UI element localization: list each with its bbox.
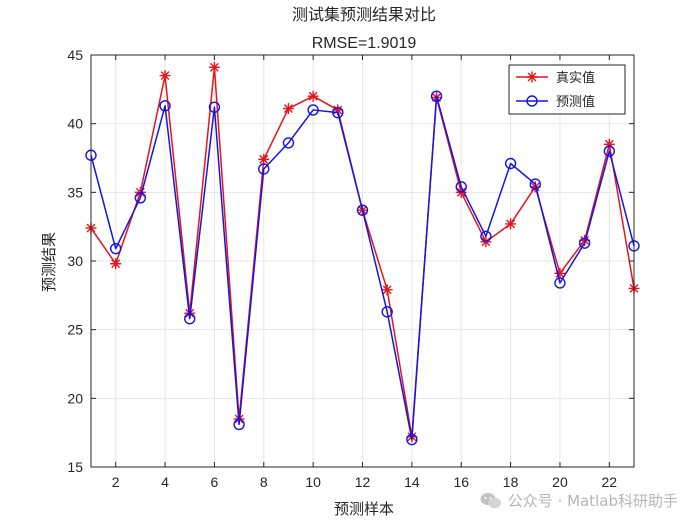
data-point [356,204,369,216]
series-line [90,95,635,441]
watermark: 公众号 · Matlab科研助手 [480,490,678,511]
series-layer [85,61,640,446]
data-point [282,137,295,149]
data-point [505,218,517,230]
data-point [332,106,344,119]
x-tick-label: 6 [211,474,219,490]
legend-label-true: 真实值 [556,70,595,86]
data-point [529,178,541,190]
data-point [109,242,122,255]
legend-asterisk [526,71,538,83]
legend: 真实值 预测值 [508,64,626,115]
data-point [332,104,344,116]
y-tick-label: 40 [67,116,83,132]
chart-title: 测试集预测结果对比 [292,5,436,24]
y-axis-label: 预测结果 [40,232,58,292]
data-point [159,100,171,112]
data-point [603,138,615,150]
legend-marker-pred [526,95,538,107]
x-tick-label: 2 [112,474,120,490]
data-point [233,418,245,431]
y-tick-label: 35 [67,184,83,200]
data-point [578,237,591,249]
x-tick-label: 12 [355,474,371,490]
x-axis-label: 预测样本 [334,500,394,518]
series-pred [85,90,640,446]
data-point [381,284,393,296]
legend-marker-true [526,71,538,83]
legend-label-pred: 预测值 [556,94,595,110]
data-point [208,101,221,113]
data-point [603,145,616,157]
data-point [110,258,122,270]
x-tick-label: 4 [161,474,169,490]
data-point [208,61,220,73]
data-point [554,267,566,279]
data-point [307,90,319,102]
x-tick-label: 10 [305,474,321,490]
data-point [406,433,418,446]
x-tick-label: 18 [503,474,519,490]
data-point [184,312,196,325]
data-point [134,192,147,204]
x-tick-label: 14 [404,474,420,490]
data-point [504,157,517,170]
axes: 2 4 6 8 10 12 14 16 18 20 22 15 20 25 30 35 40 45 [67,47,635,490]
watermark-text: 公众号 · Matlab科研助手 [507,492,678,510]
y-tick-label: 30 [67,253,83,269]
chart-subtitle: RMSE=1.9019 [312,35,417,52]
y-tick-label: 25 [67,322,83,338]
data-point [307,104,319,116]
x-tick-label: 20 [552,474,568,490]
y-tick-label: 15 [67,459,83,475]
x-tick-label: 16 [453,474,469,490]
data-point [282,103,294,115]
x-tick-label: 8 [260,474,268,490]
data-point [554,277,566,289]
data-point [258,163,270,175]
data-point [430,90,443,102]
wechat-icon [480,492,501,508]
grid [91,54,634,468]
data-point [480,230,492,242]
data-point [381,306,393,318]
data-point [159,70,171,82]
y-tick-label: 45 [67,47,83,63]
data-point [455,181,467,193]
y-tick-label: 20 [67,390,83,406]
x-tick-label: 22 [602,474,618,490]
data-point [258,153,270,165]
